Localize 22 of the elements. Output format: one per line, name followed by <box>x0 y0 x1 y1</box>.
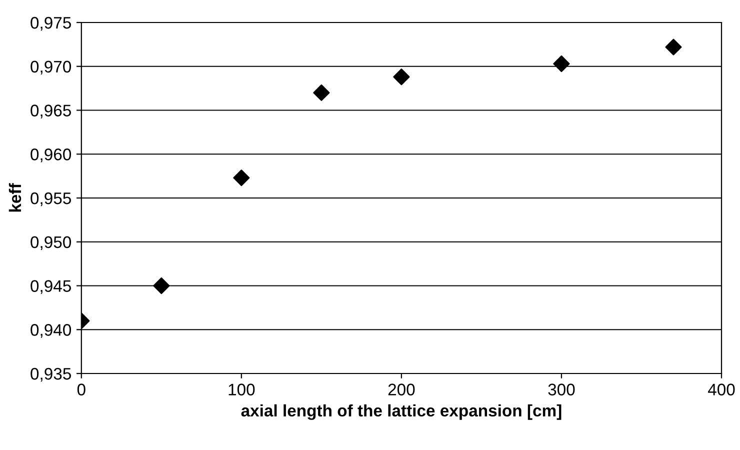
y-tick-label: 0,975 <box>30 16 71 31</box>
x-tick-label: 200 <box>388 384 415 396</box>
point <box>233 170 250 186</box>
point <box>553 55 570 72</box>
point <box>665 38 682 56</box>
y-tick-label: 0,935 <box>30 368 71 382</box>
point <box>313 84 330 101</box>
y-axis-title: keff <box>8 183 22 212</box>
y-tick-label: 0,940 <box>30 324 72 338</box>
y-tick-label: 0,960 <box>30 148 72 162</box>
x-tick-label: 100 <box>228 384 255 396</box>
x-tick-label: 300 <box>548 384 575 396</box>
x-tick-label: 0 <box>77 384 86 396</box>
y-tick-label: 0,955 <box>30 192 71 206</box>
y-tick-label: 0,970 <box>30 60 72 75</box>
y-tick-label: 0,945 <box>30 280 71 294</box>
x-tick-label: 400 <box>708 384 735 396</box>
y-tick-label: 0,950 <box>30 236 72 250</box>
point <box>153 277 170 294</box>
x-axis-title: axial length of the lattice expansion [cm] <box>241 404 562 420</box>
y-tick-label: 0,965 <box>30 104 71 118</box>
point <box>393 68 410 86</box>
